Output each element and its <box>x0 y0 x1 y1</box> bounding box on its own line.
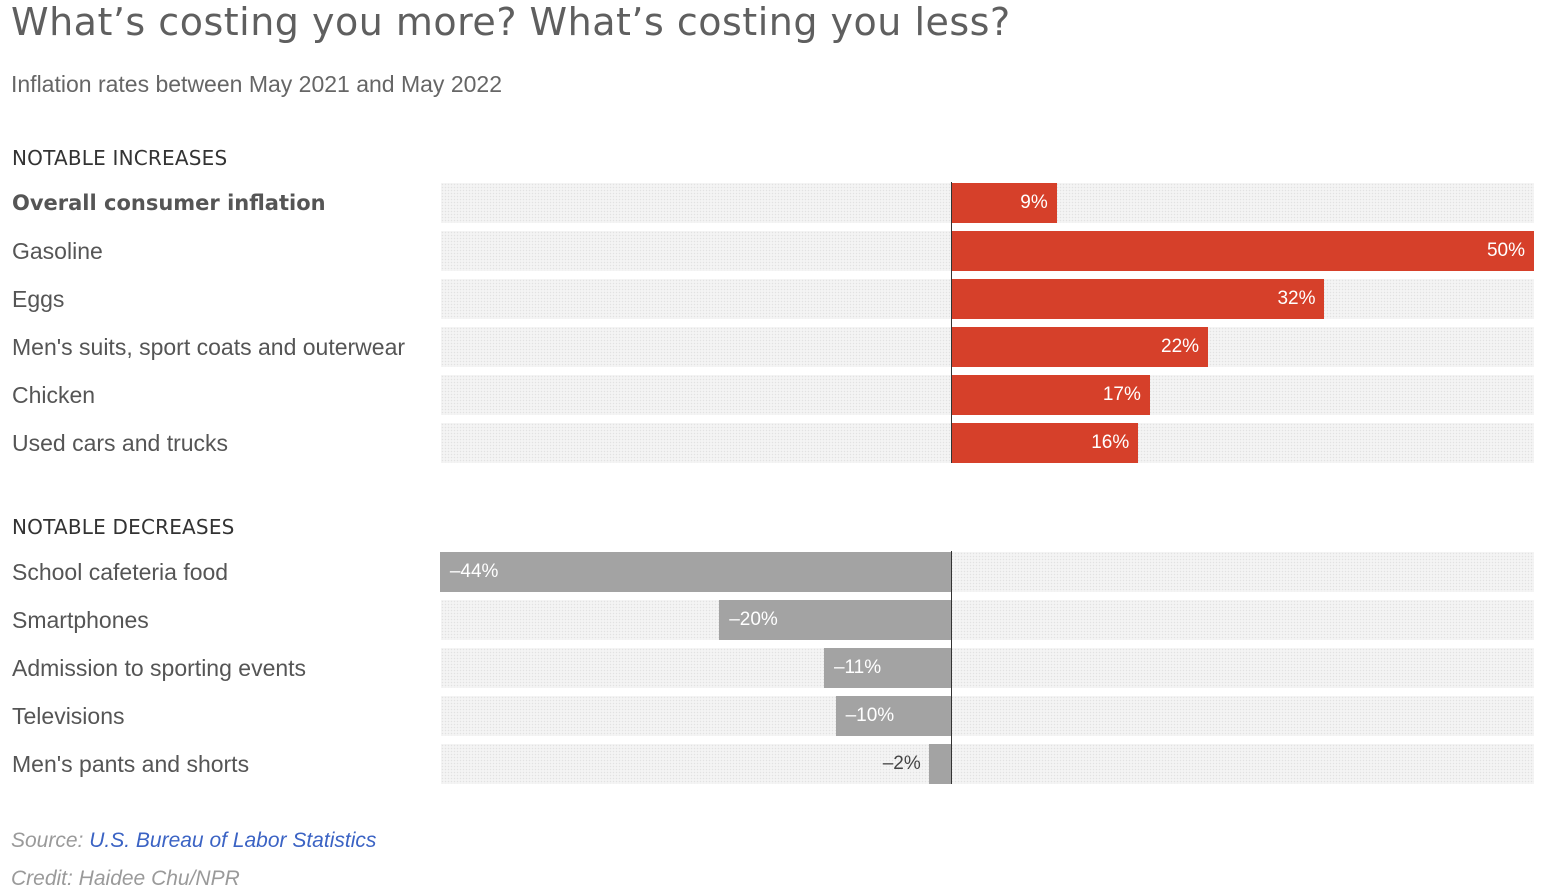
row-label: Men's pants and shorts <box>12 751 250 777</box>
row-label: Televisions <box>12 703 125 729</box>
chart-title: What’s costing you more? What’s costing … <box>11 0 1011 44</box>
bar-track <box>441 648 1534 688</box>
section-header: NOTABLE INCREASES <box>12 146 228 170</box>
row-label: Used cars and trucks <box>12 430 229 456</box>
bar <box>952 423 1139 463</box>
zero-axis-line <box>951 182 952 463</box>
bar <box>952 327 1209 367</box>
bar-track <box>441 696 1534 736</box>
value-label: –10% <box>845 705 895 726</box>
chart-subtitle: Inflation rates between May 2021 and May… <box>11 71 502 97</box>
bar <box>719 600 952 640</box>
zero-axis-line <box>951 551 952 784</box>
bar <box>835 696 952 736</box>
value-label: –20% <box>729 609 778 630</box>
bar <box>952 231 1534 271</box>
bar-track <box>441 600 1534 640</box>
value-label: –11% <box>833 657 882 678</box>
source-line: Source: U.S. Bureau of Labor Statistics <box>11 829 376 853</box>
bar <box>928 744 952 784</box>
value-label: 50% <box>1486 240 1525 261</box>
row-label: Gasoline <box>12 238 103 264</box>
bar <box>439 552 952 592</box>
row-label: Smartphones <box>12 607 149 633</box>
section-header: NOTABLE DECREASES <box>12 515 235 539</box>
bar <box>952 183 1057 223</box>
value-label: 16% <box>1091 432 1130 453</box>
source-link[interactable]: U.S. Bureau of Labor Statistics <box>89 829 377 852</box>
row-label: Admission to sporting events <box>12 655 307 681</box>
value-label: 9% <box>1020 192 1048 213</box>
value-label: 17% <box>1102 384 1141 405</box>
row-label: Overall consumer inflation <box>12 191 326 215</box>
source-prefix: Source: <box>11 829 90 852</box>
bar <box>952 279 1325 319</box>
bar-track <box>441 744 1534 784</box>
value-label: 32% <box>1277 288 1316 309</box>
value-label: –2% <box>882 753 921 774</box>
row-label: Eggs <box>12 286 65 312</box>
value-label: 22% <box>1161 336 1200 357</box>
row-label: Men's suits, sport coats and outerwear <box>12 334 406 360</box>
credit-line: Credit: Haidee Chu/NPR <box>11 867 240 890</box>
row-label: Chicken <box>12 382 96 408</box>
row-label: School cafeteria food <box>12 559 229 585</box>
bar <box>952 375 1150 415</box>
value-label: –44% <box>449 561 499 582</box>
bar <box>823 648 952 688</box>
